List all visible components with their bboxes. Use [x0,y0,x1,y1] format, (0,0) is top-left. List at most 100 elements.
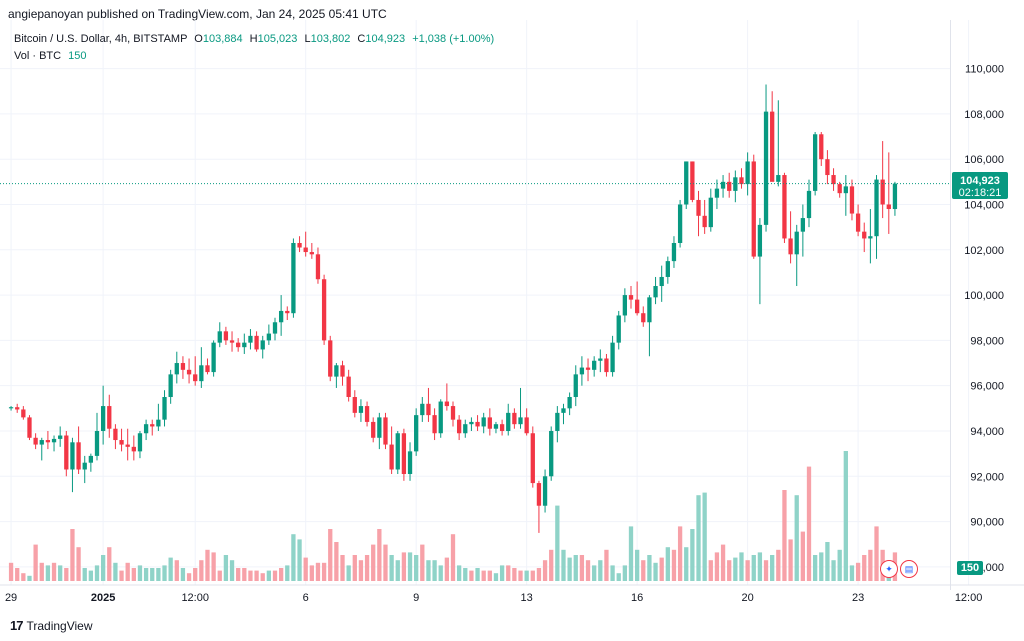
candle [125,428,130,461]
candle [739,168,744,189]
volume-bar [309,565,314,581]
candle [371,417,376,443]
candle-body [610,342,615,373]
candle-body [285,310,290,314]
candle [720,175,726,198]
volume-bar [536,568,542,581]
flag-icon[interactable]: ✦ [880,560,898,578]
volume-bar [143,568,149,581]
volume-bar [358,560,364,581]
price-tick-label: 108,000 [964,109,1004,121]
tradingview-logo-icon[interactable]: 17 [10,618,24,633]
candle-body [358,406,364,413]
volume-bar [395,560,400,581]
volume-bar [211,552,216,581]
candle [88,453,94,472]
candle-body [487,417,492,429]
volume-bar [205,549,210,581]
candle-body [782,175,787,239]
candle-body [371,421,376,438]
price-tick-label: 94,000 [970,426,1004,438]
axis-divider [950,20,951,590]
candle [604,353,609,377]
candle-body [634,299,640,314]
candle-body [880,179,885,205]
volume-bar [463,568,468,581]
candle-body [708,197,713,228]
volume-bar [475,568,480,581]
candle [137,430,143,459]
symbol-title[interactable]: Bitcoin / U.S. Dollar, 4h, BITSTAMP [14,33,188,45]
candle [39,437,44,461]
candle-body [321,279,327,341]
candle-body [819,134,824,160]
volume-bar [340,555,345,581]
volume-bar [598,560,603,581]
candle-body [395,433,400,470]
candle [168,369,173,404]
candle-body [76,442,81,470]
candle [377,412,382,450]
candle-body [892,183,898,210]
candle-body [315,254,321,280]
legend-volume-row: Vol · BTC 150 [14,48,494,65]
candle-body [328,340,333,377]
candle [886,152,891,234]
candle-body [745,161,750,185]
candle-body [88,455,94,463]
volume-bar [193,568,198,581]
volume-bar [88,570,94,581]
candle [58,426,63,447]
candle [849,179,855,221]
volume-bar [555,505,560,581]
candle-body [874,179,879,237]
volume-bar [27,575,32,581]
footer-brand[interactable]: TradingView [26,618,93,633]
us-flag-icon[interactable]: ▤ [900,560,918,578]
candle-body [174,363,179,375]
candle-body [223,331,229,341]
candle [162,390,167,427]
candle [463,419,468,438]
candle [113,424,118,450]
volume-bars [8,451,898,581]
candle-body [33,437,38,445]
candle [843,175,848,216]
candle [549,426,554,481]
volume-bar [125,562,130,581]
candle-body [843,186,848,194]
volume-bar [131,568,136,581]
volume-label[interactable]: Vol · BTC [14,50,62,62]
candle-body [849,186,855,214]
volume-bar [690,529,695,581]
candle [512,408,517,429]
volume-bar [653,562,658,581]
volume-bar [39,562,44,581]
price-tick-label: 100,000 [964,290,1004,302]
legend-price-row: Bitcoin / U.S. Dollar, 4h, BITSTAMP O103… [14,31,494,48]
volume-bar [677,526,683,581]
candle-body [463,424,468,434]
candle-body [340,365,345,377]
candle [389,426,394,475]
candle-body [414,415,419,452]
candle-body [180,363,186,370]
event-badges[interactable]: ✦ ▤ [880,560,918,578]
candle [456,415,462,441]
candle [407,442,413,481]
candle [346,369,351,402]
volume-bar [377,529,382,581]
candle [825,150,830,185]
volume-tag: 150 [957,561,983,575]
candle [211,340,216,377]
candle [628,286,634,309]
volume-bar [162,565,167,581]
candle [21,406,26,420]
candle-body [352,397,357,413]
candle-body [549,430,554,477]
volume-bar [579,555,585,581]
volume-bar [659,557,664,581]
time-tick-label: 29 [5,592,17,604]
time-tick-label: 12:00 [955,592,983,604]
